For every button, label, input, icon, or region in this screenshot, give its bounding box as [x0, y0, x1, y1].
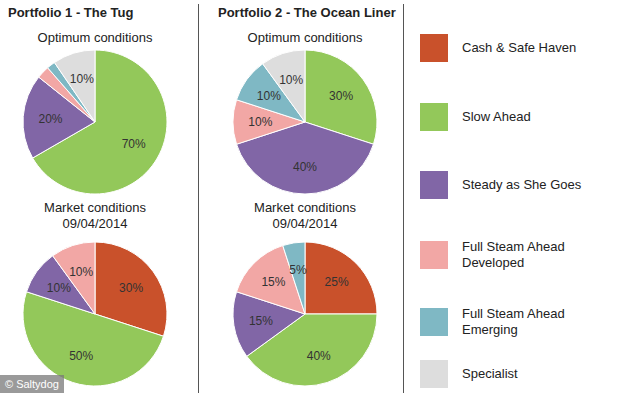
html-text:Full Steam Ahead Emerging: Full Steam Ahead Emerging [462, 306, 565, 337]
svg-text:50%: 50% [69, 349, 93, 363]
svg-text:30%: 30% [119, 281, 143, 295]
svg-text:25%: 25% [325, 275, 349, 289]
html-text:Market conditions: Market conditions [44, 200, 146, 215]
svg-text:10%: 10% [69, 265, 93, 279]
html-text:09/04/2014: 09/04/2014 [272, 216, 338, 231]
html-text:Slow Ahead: Slow Ahead [462, 109, 531, 124]
svg-text:10%: 10% [279, 73, 303, 87]
html-text:© Saltydog: © Saltydog [5, 378, 59, 390]
html-text:Portfolio 1 - The Tug: Portfolio 1 - The Tug [8, 5, 134, 20]
svg-text:20%: 20% [38, 112, 62, 126]
svg-text:15%: 15% [261, 275, 285, 289]
html-text:09/04/2014: 09/04/2014 [62, 216, 128, 231]
svg-text:40%: 40% [307, 349, 331, 363]
html-text:Specialist: Specialist [462, 366, 518, 381]
html-text:Full Steam Ahead Developed: Full Steam Ahead Developed [462, 239, 565, 270]
svg-text:10%: 10% [248, 115, 272, 129]
svg-text:70%: 70% [122, 137, 146, 151]
svg-text:10%: 10% [257, 89, 281, 103]
html-text:Optimum conditions: Optimum conditions [37, 30, 153, 45]
svg-text:10%: 10% [47, 281, 71, 295]
html-text:Portfolio 2 - The Ocean Liner: Portfolio 2 - The Ocean Liner [218, 5, 396, 20]
html-text:Market conditions: Market conditions [254, 200, 356, 215]
html-text:Cash & Safe Haven: Cash & Safe Haven [462, 40, 577, 55]
svg-text:15%: 15% [249, 314, 273, 328]
svg-text:5%: 5% [289, 263, 307, 277]
html-text:Steady as She Goes: Steady as She Goes [462, 177, 582, 192]
svg-text:30%: 30% [329, 89, 353, 103]
html-text:Optimum conditions: Optimum conditions [247, 30, 363, 45]
svg-text:40%: 40% [293, 160, 317, 174]
svg-text:10%: 10% [70, 72, 94, 86]
